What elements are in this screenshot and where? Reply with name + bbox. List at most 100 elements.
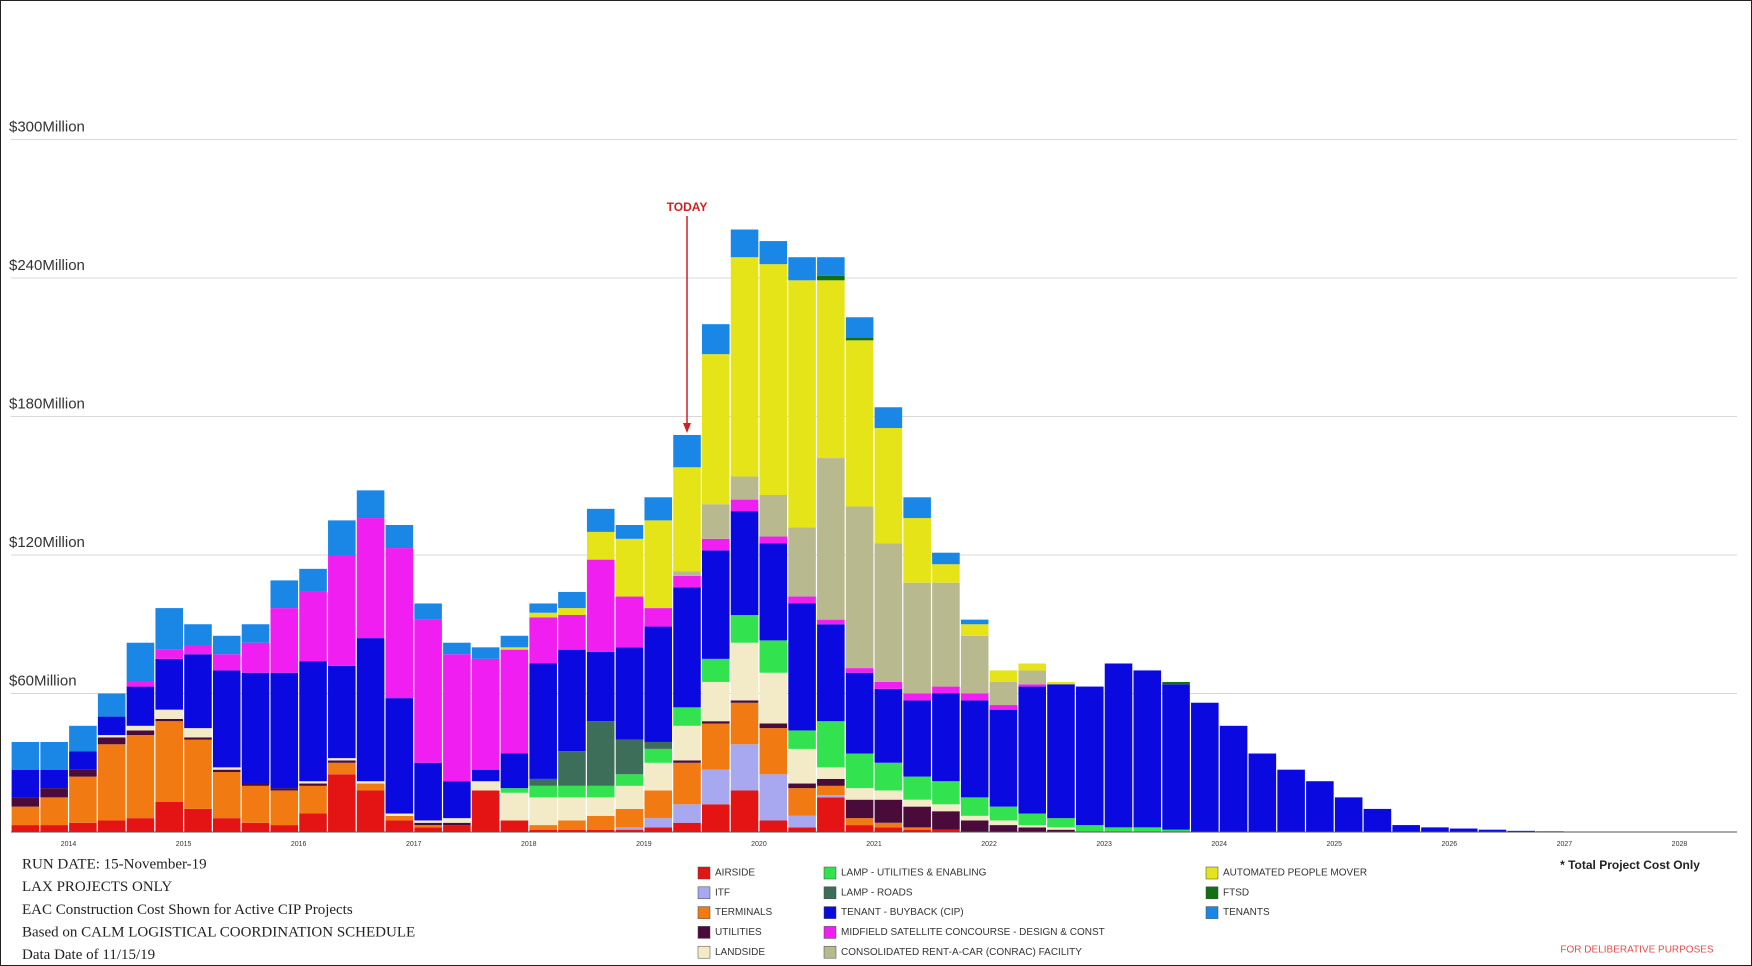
bar-segment — [903, 518, 931, 583]
bar-segment — [529, 825, 557, 830]
x-tick-label: 2024 — [1211, 841, 1227, 848]
bar-segment — [500, 792, 529, 821]
bar-segment — [471, 790, 500, 832]
bar-segment — [845, 506, 874, 669]
bar-segment — [960, 635, 989, 694]
bar-segment — [529, 785, 557, 798]
bar-segment — [730, 790, 759, 832]
bar-segment — [874, 688, 903, 763]
legend-swatch — [823, 945, 837, 959]
bar-segment — [529, 603, 557, 613]
bar-segment — [874, 822, 903, 828]
bar-segment — [673, 707, 701, 726]
bar-segment — [644, 762, 673, 791]
bar-segment — [874, 681, 903, 689]
bar-segment — [126, 681, 155, 687]
bar-segment — [673, 760, 701, 763]
bar-segment — [414, 619, 442, 763]
bar-segment — [730, 615, 759, 643]
bar-segment — [644, 827, 673, 832]
bar-segment — [443, 642, 471, 655]
bar-segment — [586, 785, 615, 798]
bar-segment — [471, 658, 500, 770]
bar-segment — [932, 693, 960, 782]
note: RUN DATE: 15-November-19 — [22, 856, 207, 872]
bar-segment — [97, 820, 126, 832]
bar-segment — [1133, 670, 1162, 828]
bar-segment — [414, 827, 442, 832]
legend-swatch — [823, 886, 837, 900]
bar-segment — [126, 686, 155, 726]
bar-segment — [155, 718, 183, 722]
bar-segment — [932, 686, 960, 694]
bar-segment — [903, 582, 931, 694]
bar-segment — [356, 518, 385, 639]
x-tick-label: 2017 — [406, 841, 422, 848]
bar-segment — [69, 776, 97, 823]
bar-segment — [960, 797, 989, 816]
bar-segment — [644, 608, 673, 627]
bar-segment — [1507, 830, 1536, 832]
bar-segment — [270, 788, 299, 791]
bar-segment — [730, 511, 759, 616]
bar-segment — [558, 615, 586, 650]
legend-swatch — [697, 866, 711, 880]
bar-segment — [1018, 827, 1046, 832]
bar-segment — [730, 642, 759, 701]
bar-segment — [989, 709, 1018, 807]
bar-segment — [184, 728, 212, 738]
bar-segment — [845, 340, 874, 507]
bar-segment — [702, 721, 730, 724]
bar-segment — [586, 559, 615, 652]
bar-segment — [586, 531, 615, 560]
bar-segment — [40, 825, 68, 832]
bar-segment — [1104, 827, 1133, 832]
bar-segment — [1018, 686, 1046, 814]
bar-segment — [730, 499, 759, 512]
bar-segment — [960, 700, 989, 798]
legend-label: FTSD — [1223, 887, 1249, 898]
bar-segment — [11, 825, 40, 832]
bar-segment — [471, 647, 500, 659]
bar-segment — [932, 552, 960, 565]
bar-segment — [903, 799, 931, 807]
bar-segment — [184, 645, 212, 655]
bar-segment — [845, 818, 874, 826]
legend-label: ITF — [715, 887, 730, 898]
bar-segment — [500, 647, 529, 650]
bar-segment — [500, 635, 529, 648]
bar-segment — [97, 693, 126, 717]
bar-segment — [673, 571, 701, 576]
bar-segment — [615, 647, 644, 740]
bar-segment — [730, 700, 759, 703]
x-tick-label: 2025 — [1326, 841, 1342, 848]
bar-segment — [11, 797, 40, 807]
bar-segment — [788, 748, 816, 784]
bar-segment — [903, 497, 931, 519]
bar-segment — [673, 804, 701, 823]
y-tick-label: $300Million — [9, 118, 85, 135]
legend-label: LAMP - UTILITIES & ENABLING — [841, 868, 987, 879]
bar-segment — [529, 797, 557, 826]
bar-segment — [644, 818, 673, 828]
bar-segment — [817, 280, 845, 459]
bar-segment — [558, 797, 586, 821]
bar-segment — [702, 723, 730, 770]
bar-segment — [299, 785, 327, 814]
legend-swatch — [697, 926, 711, 939]
bar-segment — [69, 769, 97, 777]
bar-segment — [471, 769, 500, 782]
bar-segment — [932, 804, 960, 812]
bar-segment — [759, 543, 788, 641]
bar-segment — [241, 783, 270, 786]
bar-segment — [529, 612, 557, 618]
bar-segment — [673, 822, 701, 832]
bar-segment — [328, 665, 356, 759]
legend-swatch — [823, 866, 837, 880]
x-tick-label: 2028 — [1672, 841, 1688, 848]
bar-segment — [97, 716, 126, 736]
bar-segment — [212, 654, 241, 671]
bar-segment — [817, 785, 845, 796]
bar-segment — [730, 229, 759, 258]
bar-segment — [328, 760, 356, 763]
